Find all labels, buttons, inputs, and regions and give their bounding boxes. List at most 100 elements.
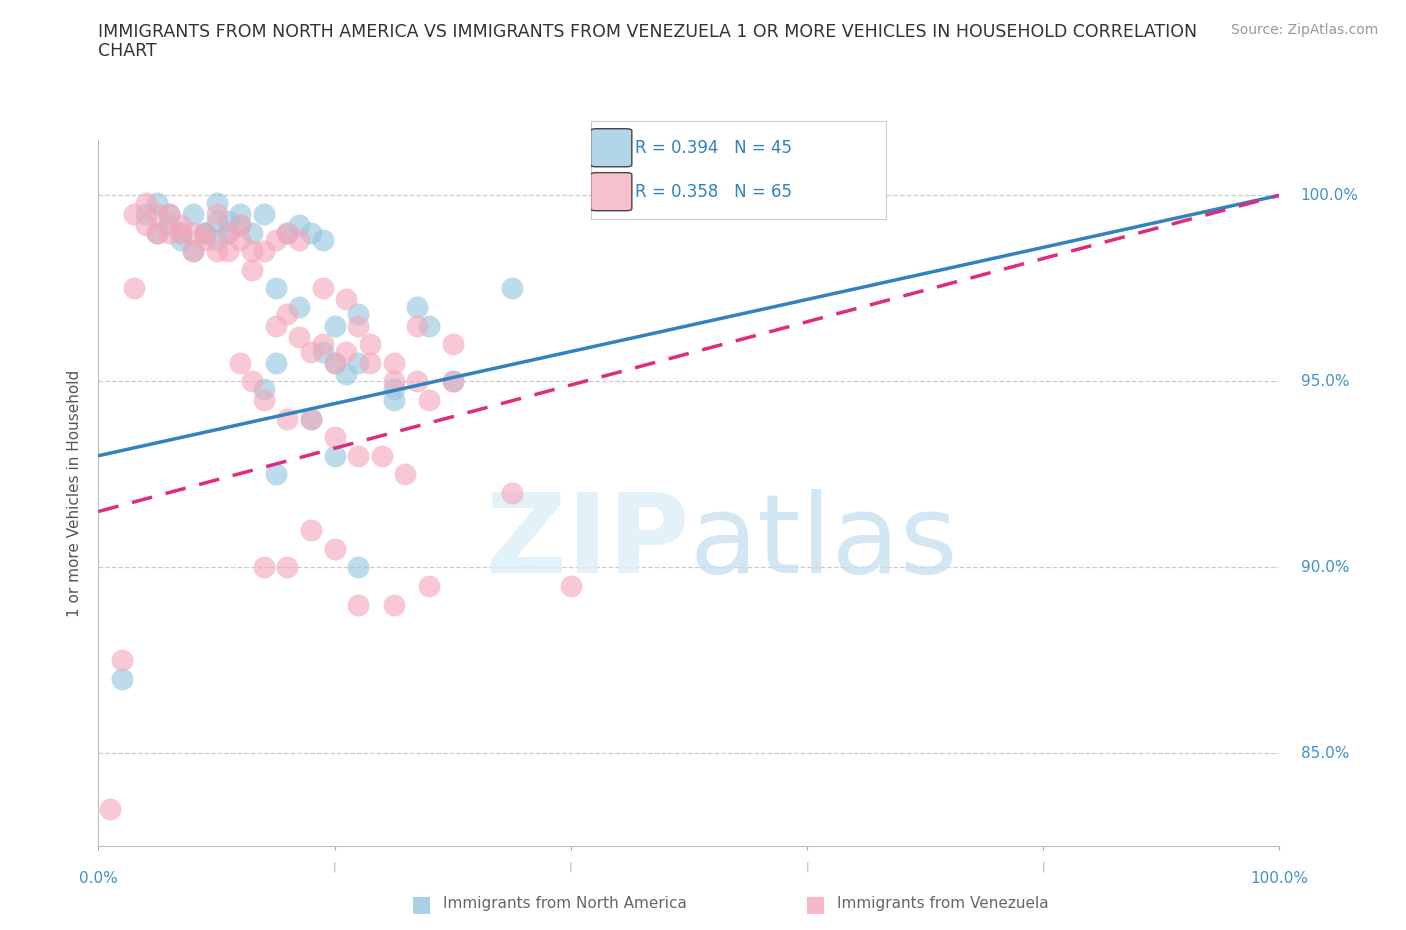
Point — [170, 218, 193, 232]
Text: 90.0%: 90.0% — [1301, 560, 1348, 575]
Text: Immigrants from Venezuela: Immigrants from Venezuela — [837, 897, 1049, 911]
Point — [276, 411, 298, 426]
Point — [194, 225, 217, 240]
Point — [560, 578, 582, 593]
Point — [382, 355, 405, 370]
Point — [205, 206, 228, 221]
Text: |: | — [1042, 861, 1045, 872]
Text: |: | — [806, 861, 808, 872]
FancyBboxPatch shape — [591, 128, 631, 166]
Point — [122, 206, 145, 221]
Text: Immigrants from North America: Immigrants from North America — [443, 897, 686, 911]
Point — [359, 355, 381, 370]
Point — [299, 344, 322, 359]
Point — [276, 307, 298, 322]
Point — [253, 560, 276, 575]
Point — [288, 232, 311, 247]
Text: Source: ZipAtlas.com: Source: ZipAtlas.com — [1230, 23, 1378, 37]
Text: CHART: CHART — [98, 42, 157, 60]
Point — [312, 344, 335, 359]
Point — [253, 206, 276, 221]
Point — [323, 318, 346, 333]
Point — [194, 225, 217, 240]
Point — [240, 262, 263, 277]
Point — [335, 344, 357, 359]
Point — [418, 578, 440, 593]
Point — [276, 560, 298, 575]
Point — [335, 366, 357, 381]
Point — [98, 802, 121, 817]
Point — [194, 225, 217, 240]
Text: ■: ■ — [412, 894, 432, 914]
Point — [229, 355, 252, 370]
Point — [122, 281, 145, 296]
Point — [264, 318, 287, 333]
Point — [288, 218, 311, 232]
Point — [382, 392, 405, 407]
Point — [111, 671, 134, 686]
Point — [359, 337, 381, 352]
Point — [181, 244, 204, 259]
Point — [181, 225, 204, 240]
Point — [205, 232, 228, 247]
Point — [347, 307, 370, 322]
Text: 95.0%: 95.0% — [1301, 374, 1348, 389]
Point — [288, 329, 311, 344]
Point — [170, 225, 193, 240]
Point — [229, 232, 252, 247]
Point — [135, 195, 157, 210]
Point — [264, 355, 287, 370]
Point — [157, 218, 180, 232]
Point — [217, 244, 239, 259]
Point — [312, 281, 335, 296]
Text: 85.0%: 85.0% — [1301, 746, 1348, 761]
Point — [323, 448, 346, 463]
Text: ■: ■ — [806, 894, 825, 914]
Text: |: | — [569, 861, 572, 872]
Point — [312, 232, 335, 247]
Point — [253, 244, 276, 259]
Point — [264, 467, 287, 482]
Point — [323, 430, 346, 445]
Point — [253, 381, 276, 396]
Y-axis label: 1 or more Vehicles in Household: 1 or more Vehicles in Household — [67, 369, 83, 617]
Text: ZIP: ZIP — [485, 489, 689, 596]
Point — [288, 299, 311, 314]
Point — [299, 411, 322, 426]
Point — [240, 374, 263, 389]
Point — [406, 374, 429, 389]
Point — [217, 225, 239, 240]
Point — [135, 206, 157, 221]
Point — [157, 206, 180, 221]
Point — [181, 244, 204, 259]
Point — [217, 225, 239, 240]
Point — [347, 318, 370, 333]
Point — [240, 225, 263, 240]
Point — [135, 218, 157, 232]
Point — [418, 318, 440, 333]
Point — [264, 281, 287, 296]
Point — [323, 355, 346, 370]
Point — [382, 374, 405, 389]
Point — [157, 225, 180, 240]
Point — [146, 225, 169, 240]
Point — [441, 374, 464, 389]
Text: R = 0.358   N = 65: R = 0.358 N = 65 — [636, 183, 792, 201]
Text: IMMIGRANTS FROM NORTH AMERICA VS IMMIGRANTS FROM VENEZUELA 1 OR MORE VEHICLES IN: IMMIGRANTS FROM NORTH AMERICA VS IMMIGRA… — [98, 23, 1198, 41]
Point — [406, 299, 429, 314]
Point — [312, 337, 335, 352]
Point — [347, 448, 370, 463]
Point — [501, 281, 523, 296]
Point — [501, 485, 523, 500]
Point — [146, 195, 169, 210]
Point — [371, 448, 394, 463]
Point — [394, 467, 416, 482]
Point — [347, 597, 370, 612]
Point — [157, 206, 180, 221]
Point — [194, 232, 217, 247]
Point — [347, 560, 370, 575]
Point — [181, 206, 204, 221]
Point — [146, 206, 169, 221]
Point — [418, 392, 440, 407]
Point — [229, 218, 252, 232]
